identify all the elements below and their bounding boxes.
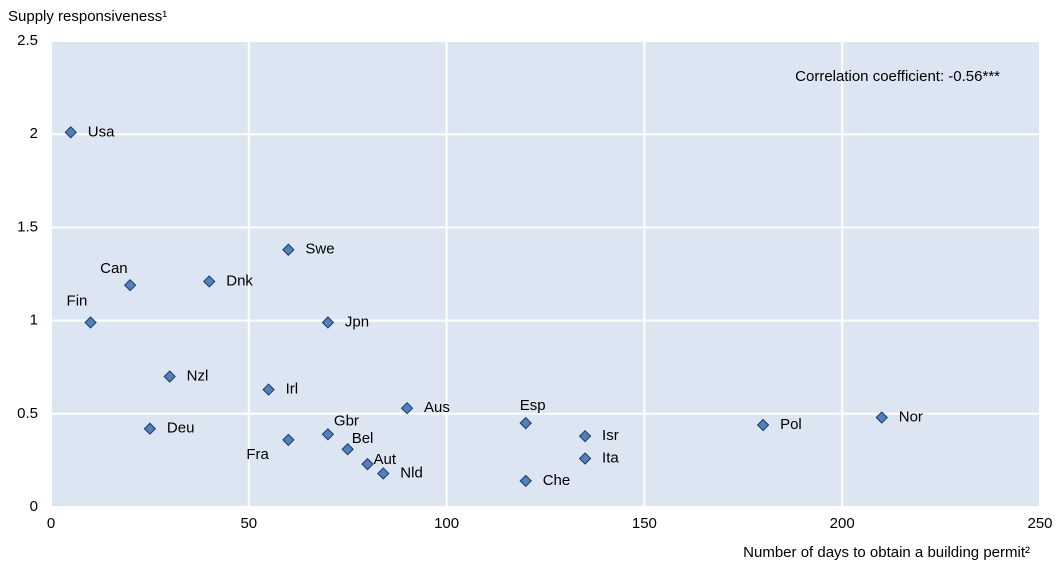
point [282, 243, 295, 256]
x-tick-label: 50 [240, 515, 257, 532]
x-tick-label: 150 [632, 515, 657, 532]
point [341, 443, 354, 456]
plot-area [51, 41, 1040, 507]
y-tick-label: 1.5 [17, 218, 38, 235]
point [361, 457, 374, 471]
point [321, 316, 335, 329]
x-tick-label: 100 [434, 515, 459, 532]
point-label: Can [100, 260, 128, 277]
y-tick-label: 0.5 [17, 405, 38, 422]
point [163, 370, 176, 383]
point [578, 429, 592, 443]
point [262, 383, 275, 396]
x-tick-label: 200 [830, 515, 855, 532]
annotation: Correlation coefficient: -0.56*** [795, 68, 1000, 85]
point-label: Irl [286, 381, 299, 398]
point [400, 402, 414, 415]
point-label: Usa [88, 123, 115, 140]
point-label: Dnk [226, 272, 253, 289]
x-tick-label: 250 [1027, 515, 1052, 532]
point-label: Swe [305, 241, 334, 258]
y-tick-label: 2 [30, 125, 38, 142]
point [875, 411, 888, 424]
x-tick-label: 0 [47, 515, 55, 532]
point-label: Bel [352, 430, 374, 447]
point [578, 452, 592, 465]
point [123, 278, 137, 292]
point-label: Aut [373, 451, 396, 468]
point-label: Fin [67, 292, 88, 309]
x-axis-title: Number of days to obtain a building perm… [743, 544, 1030, 561]
point-label: Esp [520, 397, 546, 414]
point [519, 416, 532, 430]
point [282, 433, 295, 447]
y-tick-label: 2.5 [17, 32, 38, 49]
point [756, 418, 770, 432]
point-label: Che [543, 472, 571, 489]
y-tick-label: 0 [30, 498, 38, 515]
point-label: Nzl [187, 367, 209, 384]
point-label: Deu [167, 420, 195, 437]
point [203, 275, 216, 288]
point-label: Nld [400, 464, 423, 481]
y-tick-label: 1 [30, 312, 38, 329]
point [64, 126, 77, 139]
point-label: Gbr [334, 412, 359, 429]
point-label: Aus [424, 399, 450, 416]
point-label: Fra [246, 446, 269, 463]
point-label: Nor [899, 408, 923, 425]
point [519, 474, 532, 488]
point [84, 316, 97, 329]
point-label: Jpn [345, 313, 369, 330]
y-axis-title: Supply responsiveness¹ [8, 8, 167, 25]
point [143, 422, 157, 435]
point [321, 428, 335, 441]
point-label: Pol [780, 416, 802, 433]
point [377, 467, 390, 480]
point-label: Ita [602, 450, 619, 467]
point-label: Isr [602, 427, 619, 444]
